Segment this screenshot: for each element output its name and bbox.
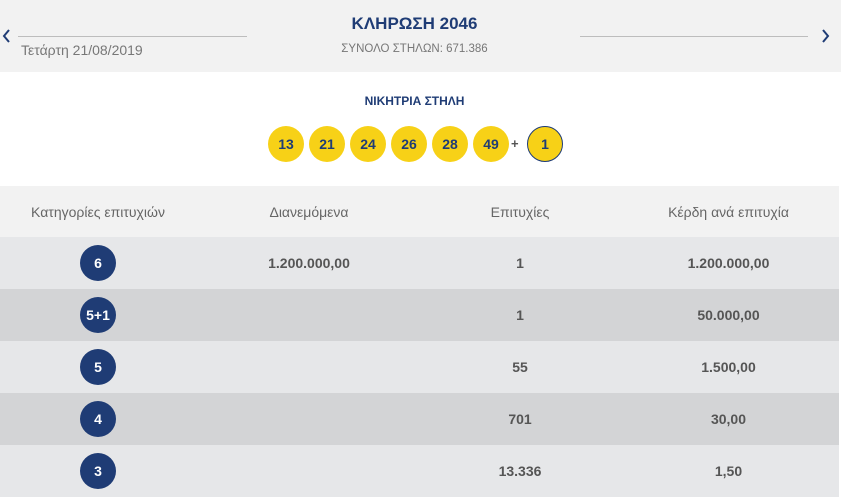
category-badge: 4 (80, 401, 116, 437)
winning-number-ball: 21 (309, 126, 345, 162)
table-header-row: Κατηγορίες επιτυχιών Διανεμόμενα Επιτυχί… (0, 186, 839, 237)
table-row: 6 1.200.000,00 1 1.200.000,00 (0, 237, 839, 289)
winning-number-ball: 24 (350, 126, 386, 162)
prize-cell: 1.200.000,00 (618, 237, 839, 289)
category-badge: 5 (80, 349, 116, 385)
joker-plus-sign: + (511, 136, 519, 151)
prize-categories-table: Κατηγορίες επιτυχιών Διανεμόμενα Επιτυχί… (0, 186, 839, 497)
header-divider-left (18, 36, 247, 37)
winners-cell: 13.336 (422, 445, 618, 497)
column-header-winners: Επιτυχίες (422, 186, 618, 237)
winners-cell: 1 (422, 289, 618, 341)
winning-number-ball: 26 (391, 126, 427, 162)
table-row: 5 55 1.500,00 (0, 341, 839, 393)
winning-column-section: ΝΙΚΗΤΡΙΑ ΣΤΗΛΗ 13 21 24 26 28 49 + 1 (0, 72, 841, 186)
draw-title: ΚΛΗΡΩΣΗ 2046 (351, 14, 478, 33)
joker-number-ball: 1 (527, 126, 563, 162)
winners-cell: 701 (422, 393, 618, 445)
winning-numbers: 13 21 24 26 28 49 + 1 (0, 124, 841, 164)
chevron-right-icon (821, 29, 829, 43)
distributed-cell (196, 393, 422, 445)
table-row: 5+1 1 50.000,00 (0, 289, 839, 341)
draw-date: Τετάρτη 21/08/2019 (21, 42, 143, 58)
winning-number-ball: 28 (432, 126, 468, 162)
category-badge: 5+1 (80, 297, 116, 333)
column-header-distributed: Διανεμόμενα (196, 186, 422, 237)
prize-cell: 30,00 (618, 393, 839, 445)
total-columns: ΣΥΝΟΛΟ ΣΤΗΛΩΝ: 671.386 (341, 43, 488, 55)
distributed-cell (196, 341, 422, 393)
distributed-cell (196, 289, 422, 341)
distributed-cell (196, 445, 422, 497)
category-badge: 3 (80, 453, 116, 489)
next-draw-button[interactable] (815, 22, 835, 50)
previous-draw-button[interactable] (0, 22, 16, 50)
table-row: 3 13.336 1,50 (0, 445, 839, 497)
table-row: 4 701 30,00 (0, 393, 839, 445)
draw-header: Τετάρτη 21/08/2019 ΚΛΗΡΩΣΗ 2046 ΣΥΝΟΛΟ Σ… (0, 0, 841, 72)
winning-number-ball: 13 (268, 126, 304, 162)
prize-cell: 1.500,00 (618, 341, 839, 393)
winners-cell: 1 (422, 237, 618, 289)
column-header-categories: Κατηγορίες επιτυχιών (0, 186, 196, 237)
chevron-left-icon (2, 29, 10, 43)
winning-number-ball: 49 (473, 126, 509, 162)
distributed-cell: 1.200.000,00 (196, 237, 422, 289)
winning-column-title: ΝΙΚΗΤΡΙΑ ΣΤΗΛΗ (364, 94, 465, 108)
header-divider-right (580, 36, 808, 37)
prize-cell: 1,50 (618, 445, 839, 497)
winners-cell: 55 (422, 341, 618, 393)
column-header-prize-per-winner: Κέρδη ανά επιτυχία (618, 186, 839, 237)
category-badge: 6 (80, 245, 116, 281)
prize-cell: 50.000,00 (618, 289, 839, 341)
